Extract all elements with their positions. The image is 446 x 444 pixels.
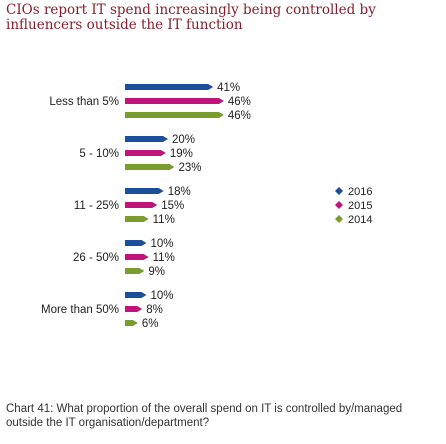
category-label: 26 - 50% [73, 252, 119, 264]
value-label: 46% [228, 110, 251, 122]
value-label: 9% [148, 266, 165, 278]
value-label: 23% [178, 162, 201, 174]
bar-2014 [125, 112, 224, 118]
value-label: 15% [161, 200, 184, 212]
bar-chart: Less than 5% 5 - 10% 11 - 25% 26 - 50% More … [41, 82, 372, 330]
value-label: 8% [146, 304, 163, 316]
category-label: 11 - 25% [74, 200, 119, 212]
category-label: 5 - 10% [79, 148, 119, 160]
value-label: 6% [142, 318, 159, 330]
value-label: 46% [228, 96, 251, 108]
legend: 2016 2015 2014 [335, 186, 372, 226]
bar-2015 [125, 254, 149, 260]
bar-2014 [125, 320, 138, 326]
legend-label: 2016 [348, 186, 372, 198]
chart-title: CIOs report IT spend increasingly being … [6, 2, 376, 33]
legend-marker-icon [335, 201, 343, 209]
category-labels: Less than 5% 5 - 10% 11 - 25% 26 - 50% More … [41, 96, 119, 316]
bar-2014 [125, 268, 145, 274]
value-label: 11% [153, 252, 175, 264]
value-label: 10% [151, 238, 174, 250]
bar-2016 [125, 136, 168, 142]
value-label: 11% [153, 214, 175, 226]
bar-2014 [125, 216, 149, 222]
bar-2015 [125, 98, 224, 104]
bars [125, 84, 224, 326]
value-label: 18% [168, 186, 191, 198]
value-label: 20% [172, 134, 195, 146]
bar-2016 [125, 84, 214, 90]
bar-2016 [125, 240, 147, 246]
bar-2015 [125, 150, 166, 156]
bar-2014 [125, 164, 175, 170]
legend-label: 2015 [348, 200, 372, 212]
value-label: 41% [217, 82, 240, 94]
value-label: 10% [151, 290, 174, 302]
legend-marker-icon [335, 187, 343, 195]
value-labels: 41% 46% 46% 20% 19% 23% 18% 15% 11% 10% 11% 9% 10% 8%… [142, 82, 251, 330]
bar-2016 [125, 188, 164, 194]
bar-2015 [125, 306, 143, 312]
legend-marker-icon [335, 215, 343, 223]
bar-2016 [125, 292, 147, 298]
value-label: 19% [170, 148, 193, 160]
category-label: Less than 5% [49, 96, 119, 108]
legend-label: 2014 [348, 214, 372, 226]
chart-caption: Chart 41: What proportion of the overall… [6, 403, 403, 429]
bar-2015 [125, 202, 158, 208]
category-label: More than 50% [41, 304, 119, 316]
